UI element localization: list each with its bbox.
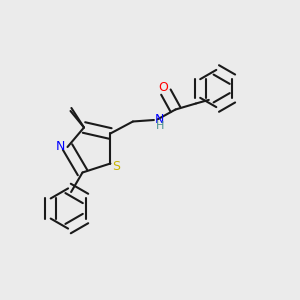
Text: N: N bbox=[56, 140, 66, 153]
Text: O: O bbox=[159, 81, 168, 94]
Text: N: N bbox=[154, 113, 164, 126]
Text: S: S bbox=[112, 160, 120, 173]
Text: H: H bbox=[156, 121, 165, 131]
